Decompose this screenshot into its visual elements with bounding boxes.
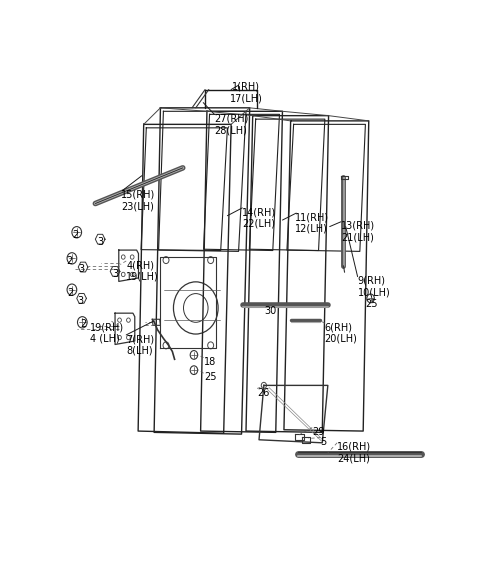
Text: 6(RH)
20(LH): 6(RH) 20(LH) (324, 322, 357, 344)
Text: 25: 25 (365, 299, 378, 309)
Text: 3: 3 (77, 296, 84, 306)
Text: 2: 2 (66, 256, 72, 266)
Text: 18: 18 (204, 357, 216, 367)
Text: 14(RH)
22(LH): 14(RH) 22(LH) (242, 207, 276, 229)
Text: 19(RH)
4 (LH): 19(RH) 4 (LH) (90, 322, 124, 344)
Text: 25: 25 (204, 372, 217, 383)
Text: 11(RH)
12(LH): 11(RH) 12(LH) (295, 212, 329, 234)
Text: 7(RH)
8(LH): 7(RH) 8(LH) (126, 334, 155, 355)
Text: 16(RH)
24(LH): 16(RH) 24(LH) (337, 442, 371, 463)
Text: 3: 3 (112, 269, 118, 279)
Text: 1(RH)
17(LH): 1(RH) 17(LH) (229, 82, 263, 103)
Text: 26: 26 (257, 388, 270, 398)
Text: 2: 2 (72, 229, 79, 240)
Text: 2: 2 (80, 319, 86, 329)
Text: 4(RH)
19(LH): 4(RH) 19(LH) (126, 260, 159, 282)
Text: 27(RH)
28(LH): 27(RH) 28(LH) (215, 114, 249, 135)
Text: 30: 30 (264, 306, 277, 316)
Text: 15(RH)
23(LH): 15(RH) 23(LH) (121, 190, 156, 211)
Text: 5: 5 (321, 437, 327, 447)
Text: 29: 29 (312, 427, 324, 437)
Text: 9(RH)
10(LH): 9(RH) 10(LH) (358, 276, 390, 297)
Text: 13(RH)
21(LH): 13(RH) 21(LH) (341, 221, 375, 242)
Text: 3: 3 (79, 263, 84, 273)
Text: 2: 2 (67, 288, 73, 298)
Text: 3: 3 (97, 237, 103, 246)
